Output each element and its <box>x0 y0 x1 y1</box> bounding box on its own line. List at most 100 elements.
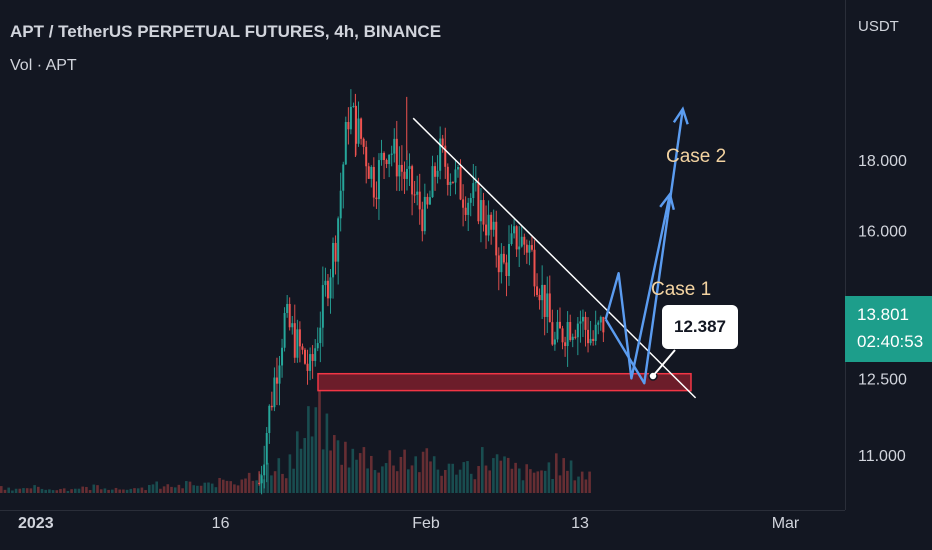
candle-body <box>564 342 567 347</box>
volume-bar <box>569 460 573 493</box>
volume-bar <box>118 489 121 493</box>
candle-body <box>383 152 386 161</box>
candle-body <box>477 182 480 222</box>
candle-body <box>278 365 281 384</box>
candle-body <box>365 146 368 167</box>
candle-body <box>558 321 561 329</box>
volume-bar <box>399 456 403 493</box>
case-1-label[interactable]: Case 1 <box>651 279 712 300</box>
candle-body <box>265 433 268 465</box>
volume-bar <box>344 441 347 493</box>
volume-bar <box>81 486 84 493</box>
case-2-label[interactable]: Case 2 <box>666 146 727 167</box>
candle-body <box>268 405 271 434</box>
candle-body <box>423 196 426 232</box>
volume-bar <box>292 468 295 493</box>
volume-bar <box>310 436 314 493</box>
candle-body <box>482 200 485 225</box>
candle-body <box>301 346 304 350</box>
volume-bar <box>384 463 388 493</box>
volume-bar <box>185 481 188 493</box>
candle-body <box>571 336 574 340</box>
volume-bar <box>381 466 384 493</box>
candle-body <box>408 166 411 169</box>
volume-bar <box>333 435 336 493</box>
candle-body <box>441 138 444 146</box>
volume-bar <box>429 461 432 493</box>
candle-layer <box>258 89 605 495</box>
volume-bar <box>444 469 447 493</box>
symbol-title[interactable]: APT / TetherUS PERPETUAL FUTURES, 4h, BI… <box>10 22 442 41</box>
candle-body <box>418 191 421 210</box>
candle-body <box>464 207 467 215</box>
volume-bar <box>410 465 414 493</box>
volume-bar <box>222 479 225 493</box>
volume-bar <box>388 450 392 493</box>
volume-bar <box>325 413 329 493</box>
volume-bar <box>432 456 436 493</box>
volume-bar <box>162 486 166 493</box>
candle-body <box>528 245 531 253</box>
volume-bar <box>584 479 588 493</box>
volume-bar <box>473 479 477 493</box>
volume-bar <box>29 488 33 493</box>
volume-bar <box>314 407 318 493</box>
volume-bar <box>214 487 218 493</box>
volume-bar <box>321 449 325 493</box>
time-tick-label: 13 <box>571 515 589 532</box>
volume-bar <box>247 472 251 493</box>
candle-body <box>334 242 337 262</box>
candle-body <box>380 152 383 161</box>
candle-body <box>485 224 488 236</box>
volume-bar <box>70 489 73 493</box>
candle-body <box>469 197 472 203</box>
volume-bar <box>277 458 281 493</box>
candle-body <box>354 106 357 144</box>
current-price-tag: 13.801 02:40:53 <box>845 296 932 362</box>
volume-bar <box>362 447 366 493</box>
candle-body <box>515 226 518 250</box>
volume-bar <box>281 473 284 493</box>
volume-bar <box>129 488 133 493</box>
volume-bar <box>136 488 140 493</box>
candle-body <box>403 171 406 179</box>
volume-bar <box>551 478 554 493</box>
candle-body <box>362 138 365 147</box>
volume-bar <box>11 490 14 493</box>
candle-body <box>444 145 447 167</box>
candle-body <box>332 242 335 278</box>
candle-body <box>502 253 505 263</box>
volume-bar <box>62 488 66 493</box>
volume-bar <box>440 475 443 493</box>
candle-body <box>375 197 378 200</box>
volume-bar <box>48 489 51 493</box>
candle-body <box>510 233 513 245</box>
candle-body <box>321 285 324 328</box>
volume-bar <box>18 488 22 493</box>
candle-body <box>439 138 442 171</box>
candle-body <box>367 166 370 179</box>
candle-body <box>518 246 521 250</box>
price-callout[interactable]: 12.387 <box>662 305 738 349</box>
candle-body <box>352 106 355 108</box>
volume-bar <box>284 478 288 493</box>
candle-body <box>533 249 536 287</box>
candle-body <box>587 329 590 344</box>
volume-bar <box>488 470 491 493</box>
candle-body <box>490 214 493 230</box>
support-zone[interactable] <box>317 372 692 392</box>
candle-body <box>592 338 595 341</box>
volume-bar <box>536 471 540 493</box>
volume-bar <box>503 456 506 493</box>
volume-bar <box>425 448 429 493</box>
candle-body <box>270 405 273 408</box>
volume-bar <box>573 480 577 493</box>
trendline[interactable] <box>412 117 697 399</box>
volume-indicator-label[interactable]: Vol · APT <box>10 57 77 74</box>
candle-body <box>487 214 490 236</box>
candle-body <box>263 464 266 476</box>
candle-body <box>538 294 541 301</box>
candle-body <box>574 336 577 338</box>
